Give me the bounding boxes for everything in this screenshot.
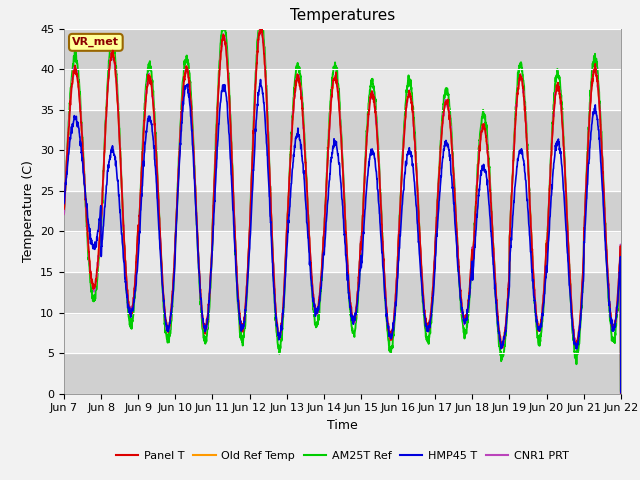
Y-axis label: Temperature (C): Temperature (C) [22, 160, 35, 262]
Bar [64, 69, 621, 110]
Bar [64, 150, 621, 191]
Title: Temperatures: Temperatures [290, 9, 395, 24]
Bar [64, 29, 621, 69]
Text: VR_met: VR_met [72, 37, 119, 48]
Bar [64, 353, 621, 394]
Bar [64, 191, 621, 231]
X-axis label: Time: Time [327, 419, 358, 432]
Bar [64, 272, 621, 312]
Legend: Panel T, Old Ref Temp, AM25T Ref, HMP45 T, CNR1 PRT: Panel T, Old Ref Temp, AM25T Ref, HMP45 … [112, 446, 573, 466]
Bar [64, 312, 621, 353]
Bar [64, 231, 621, 272]
Bar [64, 110, 621, 150]
